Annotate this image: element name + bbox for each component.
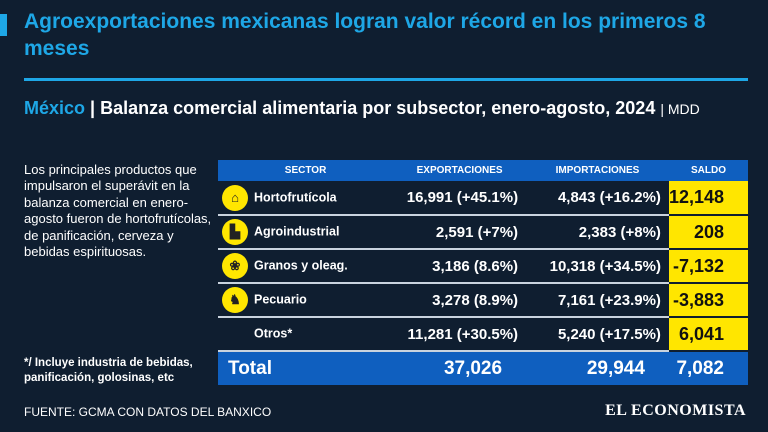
factory-icon: ▙ [222, 219, 248, 245]
col-header: IMPORTACIONES [526, 160, 669, 181]
page-title: Agroexportaciones mexicanas logran valor… [24, 10, 706, 60]
subtitle-main: Balanza comercial alimentaria por subsec… [100, 98, 656, 118]
sector-label: Otros* [254, 326, 293, 341]
sector-cell: ♞ Pecuario [218, 283, 394, 318]
divider [24, 78, 748, 81]
total-exports: 37,026 [393, 351, 527, 385]
description: Los principales productos que impulsaron… [24, 162, 212, 260]
col-header: SALDO [668, 160, 748, 181]
imports-cell: 4,843 (+16.2%) [526, 181, 669, 216]
table-row: ⌂ Hortofrutícola 16,991 (+45.1%) 4,843 (+… [218, 181, 748, 216]
balance-cell: 208 [668, 215, 748, 250]
sector-cell: ⌂ Hortofrutícola [218, 181, 394, 216]
title-accent-bar [0, 14, 7, 36]
blank-icon [222, 321, 248, 347]
col-header: SECTOR [218, 160, 394, 181]
source: FUENTE: GCMA CON DATOS DEL BANXICO [24, 405, 272, 419]
table-row: Otros* 11,281 (+30.5%) 5,240 (+17.5%) 6,… [218, 317, 748, 352]
sector-label: Granos y oleag. [254, 258, 348, 273]
total-balance: 7,082 [668, 351, 748, 385]
table-row: ♞ Pecuario 3,278 (8.9%) 7,161 (+23.9%) -3… [218, 283, 748, 318]
footnote: */ Incluye industria de bebidas, panific… [24, 357, 193, 384]
imports-cell: 10,318 (+34.5%) [526, 249, 669, 284]
sector-cell: Otros* [218, 317, 394, 352]
farm-icon: ⌂ [222, 184, 248, 211]
balance-cell: -3,883 [668, 283, 748, 318]
imports-cell: 2,383 (+8%) [526, 215, 669, 250]
balance-cell: 6,041 [668, 317, 748, 352]
subtitle-unit: | MDD [660, 101, 700, 117]
total-label: Total [218, 351, 394, 385]
grains-icon: ❀ [222, 253, 248, 279]
exports-cell: 11,281 (+30.5%) [393, 317, 527, 352]
trade-table: SECTOR EXPORTACIONES IMPORTACIONES SALDO… [218, 160, 748, 385]
sector-label: Agroindustrial [254, 224, 340, 239]
exports-cell: 3,186 (8.6%) [393, 249, 527, 284]
balance-cell: 12,148 [668, 181, 748, 216]
col-header: EXPORTACIONES [393, 160, 527, 181]
sector-cell: ❀ Granos y oleag. [218, 249, 394, 284]
sector-cell: ▙ Agroindustrial [218, 215, 394, 250]
table-row: ❀ Granos y oleag. 3,186 (8.6%) 10,318 (+3… [218, 249, 748, 284]
total-imports: 29,944 [526, 351, 669, 385]
sector-label: Hortofrutícola [254, 189, 337, 204]
subtitle-sep: | [90, 98, 96, 118]
sector-label: Pecuario [254, 292, 307, 307]
imports-cell: 5,240 (+17.5%) [526, 317, 669, 352]
subtitle-country: México [24, 98, 86, 118]
imports-cell: 7,161 (+23.9%) [526, 283, 669, 318]
exports-cell: 3,278 (8.9%) [393, 283, 527, 318]
table-row: ▙ Agroindustrial 2,591 (+7%) 2,383 (+8%) … [218, 215, 748, 250]
logo: EL ECONOMISTA [605, 402, 746, 419]
balance-cell: -7,132 [668, 249, 748, 284]
exports-cell: 16,991 (+45.1%) [393, 181, 527, 216]
chart-subtitle: México | Balanza comercial alimentaria p… [24, 96, 724, 122]
total-row: Total 37,026 29,944 7,082 [218, 351, 748, 385]
exports-cell: 2,591 (+7%) [393, 215, 527, 250]
livestock-icon: ♞ [222, 287, 248, 313]
